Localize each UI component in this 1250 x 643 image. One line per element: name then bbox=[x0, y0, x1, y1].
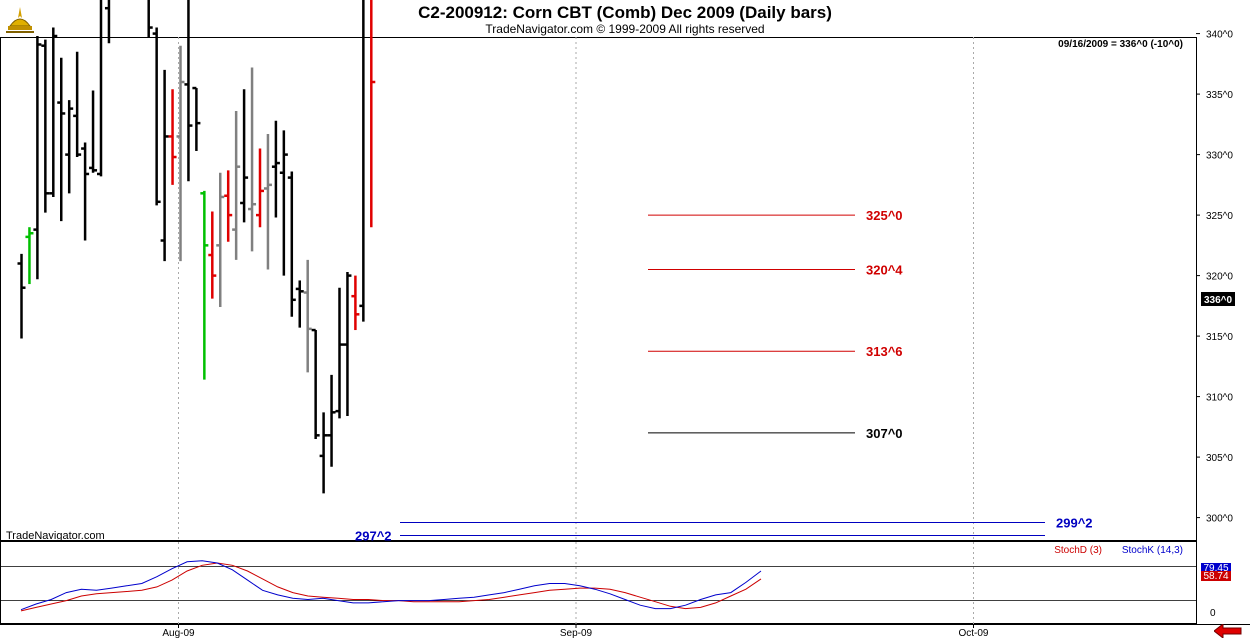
ohlc-bar bbox=[370, 0, 376, 228]
ohlc-bar bbox=[25, 227, 34, 285]
stoch-value-tag: 79.45 bbox=[1201, 563, 1231, 574]
ohlc-bar bbox=[327, 374, 336, 467]
ohlc-bar bbox=[168, 89, 177, 185]
ohlc-bar bbox=[160, 69, 169, 262]
level-label: 320^4 bbox=[866, 263, 903, 278]
svg-text:79.45: 79.45 bbox=[1203, 563, 1228, 574]
price-tag-label: 336^0 bbox=[1204, 295, 1233, 306]
stoch-y-tick-label: 0 bbox=[1210, 608, 1216, 619]
level-label: 313^6 bbox=[866, 344, 903, 359]
stoch-value-tag: 58.74 bbox=[1201, 571, 1231, 582]
ohlc-bar bbox=[287, 171, 296, 317]
x-tick-label: Aug-09 bbox=[162, 628, 195, 639]
ohlc-bar bbox=[232, 111, 241, 260]
ohlc-bar bbox=[104, 0, 111, 44]
ohlc-bar bbox=[89, 90, 98, 173]
level-label: 325^0 bbox=[866, 208, 903, 223]
svg-text:58.74: 58.74 bbox=[1203, 571, 1228, 582]
ohlc-bar bbox=[303, 259, 312, 373]
ohlc-bar bbox=[256, 148, 264, 228]
red-left-arrow-icon[interactable] bbox=[1214, 624, 1242, 638]
level-label: 299^2 bbox=[1056, 516, 1093, 531]
stoch-series-line bbox=[20, 560, 762, 611]
ohlc-bar bbox=[359, 0, 365, 322]
y-tick-label: 315^0 bbox=[1206, 332, 1233, 343]
ohlc-bar bbox=[279, 130, 288, 276]
ohlc-bar bbox=[319, 412, 328, 494]
watermark-label: TradeNavigator.com bbox=[6, 530, 105, 542]
ohlc-bar bbox=[65, 100, 74, 194]
price-panel-border bbox=[0, 37, 1197, 541]
ohlc-bar bbox=[73, 51, 82, 158]
stoch-legend-label: StochK (14,3) bbox=[1122, 545, 1183, 556]
ohlc-bar bbox=[81, 142, 90, 241]
x-tick-label: Sep-09 bbox=[560, 628, 593, 639]
ohlc-bar bbox=[176, 45, 185, 262]
ohlc-bar bbox=[335, 287, 344, 419]
ohlc-bar bbox=[351, 275, 360, 331]
ohlc-bar bbox=[311, 328, 320, 439]
chart-subtitle: TradeNavigator.com © 1999-2009 All right… bbox=[485, 22, 765, 36]
stoch-panel-border bbox=[0, 541, 1197, 624]
y-tick-label: 305^0 bbox=[1206, 453, 1233, 464]
ohlc-bar bbox=[240, 89, 249, 223]
y-tick-label: 320^0 bbox=[1206, 272, 1233, 283]
y-tick-label: 310^0 bbox=[1206, 393, 1233, 404]
level-label: 307^0 bbox=[866, 426, 903, 441]
y-tick-label: 340^0 bbox=[1206, 30, 1233, 41]
ohlc-bar bbox=[208, 211, 217, 299]
ohlc-bar bbox=[192, 86, 201, 151]
y-tick-label: 300^0 bbox=[1206, 514, 1233, 525]
ohlc-bar bbox=[248, 67, 257, 252]
ohlc-bar bbox=[224, 170, 233, 242]
level-label: 297^2 bbox=[355, 529, 392, 544]
ohlc-bar bbox=[295, 280, 304, 328]
y-tick-label: 330^0 bbox=[1206, 151, 1233, 162]
ohlc-bar bbox=[41, 39, 50, 213]
ohlc-bar bbox=[184, 0, 193, 182]
ohlc-bar bbox=[200, 190, 209, 380]
last-quote-label: 09/16/2009 = 336^0 (-10^0) bbox=[1058, 39, 1183, 50]
trade-navigator-logo-icon[interactable] bbox=[4, 4, 36, 36]
y-tick-label: 325^0 bbox=[1206, 211, 1233, 222]
ohlc-bar bbox=[97, 0, 103, 177]
ohlc-bar bbox=[216, 172, 225, 308]
ohlc-bar bbox=[147, 0, 153, 38]
ohlc-bar bbox=[57, 57, 66, 222]
ohlc-bar bbox=[343, 271, 352, 416]
stoch-series-line bbox=[20, 562, 762, 612]
x-tick-label: Oct-09 bbox=[958, 628, 988, 639]
ohlc-bar bbox=[271, 120, 280, 218]
ohlc-bar bbox=[49, 27, 58, 197]
ohlc-bar bbox=[152, 27, 161, 206]
ohlc-bar bbox=[263, 134, 272, 270]
y-tick-label: 335^0 bbox=[1206, 90, 1233, 101]
stoch-legend-label: StochD (3) bbox=[1054, 545, 1102, 556]
chart-title: C2-200912: Corn CBT (Comb) Dec 2009 (Dai… bbox=[418, 3, 832, 22]
ohlc-bar bbox=[17, 253, 26, 339]
ohlc-bar bbox=[33, 36, 42, 280]
price-tag: 336^0 bbox=[1201, 292, 1235, 306]
